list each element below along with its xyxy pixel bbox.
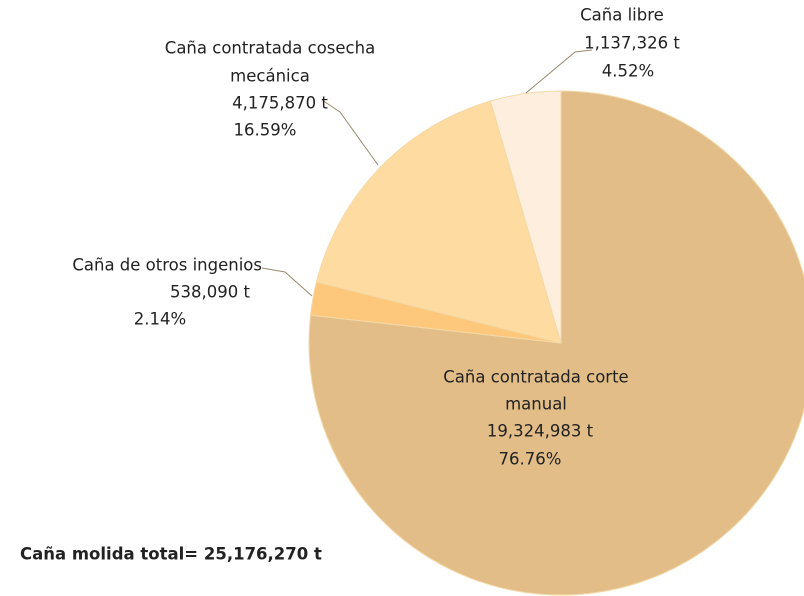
- leader-line: [261, 267, 313, 297]
- value-label: 1,137,326 t: [584, 34, 680, 53]
- slice-label: Caña contratada corte: [443, 368, 628, 387]
- pie-slice: [489, 90, 562, 344]
- value-label: 19,324,983 t: [487, 422, 594, 441]
- leader-line: [321, 99, 379, 166]
- slice-label: manual: [505, 395, 567, 414]
- slice-label: Caña de otros ingenios: [72, 256, 262, 275]
- slice-label: Caña libre: [580, 6, 664, 25]
- value-label: 4,175,870 t: [232, 94, 328, 113]
- percent-label: 76.76%: [499, 450, 562, 469]
- percent-label: 2.14%: [134, 310, 186, 329]
- percent-label: 16.59%: [234, 121, 297, 140]
- pie-slice: [315, 100, 562, 344]
- value-label: 538,090 t: [170, 283, 250, 302]
- slice-label: Caña contratada cosecha: [165, 39, 375, 58]
- slice-label: mecánica: [230, 67, 310, 86]
- leader-line: [525, 49, 593, 94]
- total-annotation: Caña molida total= 25,176,270 t: [20, 545, 322, 564]
- percent-label: 4.52%: [602, 62, 654, 81]
